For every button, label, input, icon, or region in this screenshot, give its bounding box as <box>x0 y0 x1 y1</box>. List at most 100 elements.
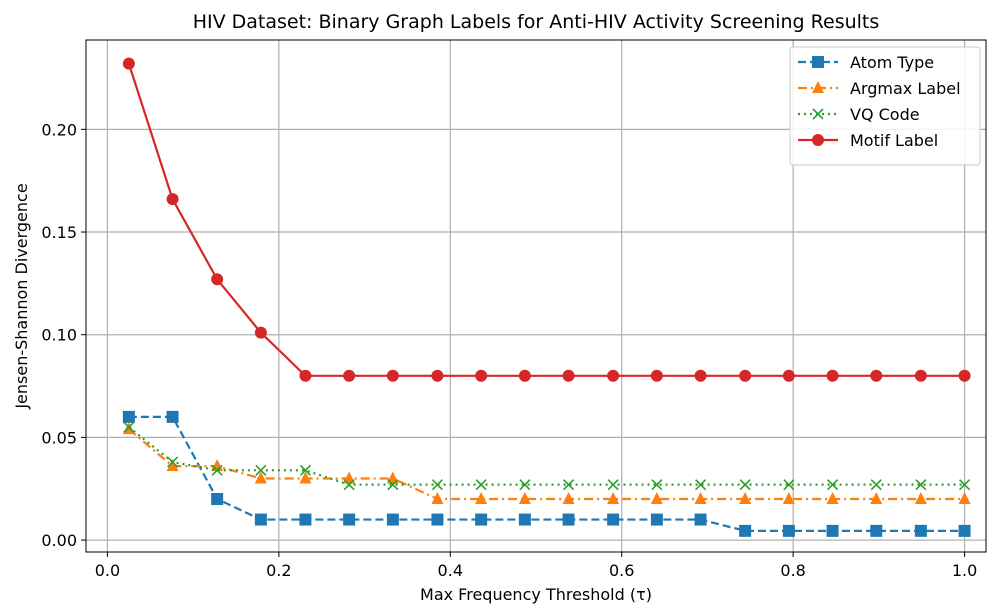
data-point-motif-label <box>694 369 707 382</box>
x-tick-label: 0.8 <box>780 561 805 580</box>
data-point-argmax-label <box>782 492 795 505</box>
data-point-vq-code <box>519 479 531 491</box>
y-tick-label: 0.00 <box>41 531 77 550</box>
data-point-vq-code <box>783 479 795 491</box>
legend: Atom Type Argmax Label VQ Code Motif Label <box>789 46 981 166</box>
data-point-motif-label <box>782 369 795 382</box>
data-point-vq-code <box>915 479 927 491</box>
data-point-atom-type <box>386 513 399 526</box>
data-point-motif-label <box>166 193 179 206</box>
data-point-argmax-label <box>343 471 356 484</box>
data-point-motif-label <box>958 369 971 382</box>
y-tick-label: 0.10 <box>41 326 77 345</box>
data-point-vq-code <box>870 479 882 491</box>
data-point-argmax-label <box>518 492 531 505</box>
data-point-vq-code <box>431 479 443 491</box>
data-point-argmax-label <box>166 459 179 472</box>
legend-label: Argmax Label <box>850 79 961 98</box>
x-tick-label: 0.2 <box>266 561 291 580</box>
data-point-atom-type <box>782 524 795 537</box>
chart-title: HIV Dataset: Binary Graph Labels for Ant… <box>193 11 880 33</box>
data-point-argmax-label <box>254 471 267 484</box>
data-point-motif-label <box>607 369 620 382</box>
data-point-motif-label <box>826 369 839 382</box>
data-point-atom-type <box>475 513 488 526</box>
series-motif-label <box>122 57 971 382</box>
data-point-argmax-label <box>650 492 663 505</box>
data-point-motif-label <box>343 369 356 382</box>
data-point-atom-type <box>914 524 927 537</box>
data-point-argmax-label <box>431 492 444 505</box>
x-tick-label: 0.0 <box>95 561 120 580</box>
series-vq-code <box>123 421 971 491</box>
data-point-vq-code <box>387 479 399 491</box>
data-point-motif-label <box>299 369 312 382</box>
series-line-motif-label <box>127 63 965 377</box>
y-tick-label: 0.15 <box>41 223 77 242</box>
data-point-vq-code <box>651 479 663 491</box>
legend-marker <box>812 108 824 120</box>
data-point-atom-type <box>211 493 224 506</box>
data-point-vq-code <box>739 479 751 491</box>
data-point-argmax-label <box>386 471 399 484</box>
x-tick-label: 0.4 <box>438 561 463 580</box>
series-atom-type <box>122 410 971 537</box>
data-point-motif-label <box>211 273 224 286</box>
data-point-vq-code <box>343 479 355 491</box>
series-line-atom-type <box>128 415 965 532</box>
data-point-atom-type <box>299 513 312 526</box>
data-point-atom-type <box>518 513 531 526</box>
data-point-argmax-label <box>826 492 839 505</box>
data-point-vq-code <box>211 464 223 476</box>
data-point-vq-code <box>563 479 575 491</box>
data-point-vq-code <box>167 456 179 468</box>
data-point-argmax-label <box>562 492 575 505</box>
legend-label: Atom Type <box>850 53 934 72</box>
data-point-vq-code <box>255 464 267 476</box>
data-point-vq-code <box>607 479 619 491</box>
data-point-argmax-label <box>958 492 971 505</box>
data-point-motif-label <box>475 369 488 382</box>
data-point-argmax-label <box>299 471 312 484</box>
data-point-atom-type <box>166 410 179 423</box>
series-argmax-label <box>122 422 971 505</box>
data-point-motif-label <box>431 369 444 382</box>
data-point-atom-type <box>739 524 752 537</box>
y-tick-label: 0.05 <box>41 428 77 447</box>
legend-label: VQ Code <box>850 105 920 124</box>
data-point-atom-type <box>694 513 707 526</box>
series-line-argmax-label <box>128 428 965 501</box>
data-point-motif-label <box>122 57 135 70</box>
data-point-vq-code <box>695 479 707 491</box>
data-point-motif-label <box>870 369 883 382</box>
data-point-motif-label <box>650 369 663 382</box>
data-point-atom-type <box>122 410 135 423</box>
data-point-motif-label <box>518 369 531 382</box>
legend-marker <box>812 81 824 93</box>
data-point-vq-code <box>475 479 487 491</box>
data-point-vq-code <box>123 421 135 433</box>
data-point-motif-label <box>914 369 927 382</box>
legend-label: Motif Label <box>850 131 938 150</box>
data-point-motif-label <box>739 369 752 382</box>
data-point-argmax-label <box>870 492 883 505</box>
legend-item-motif-label: Motif Label <box>798 131 938 150</box>
data-point-vq-code <box>827 479 839 491</box>
data-point-motif-label <box>386 369 399 382</box>
legend-item-vq-code: VQ Code <box>798 105 920 124</box>
data-point-argmax-label <box>607 492 620 505</box>
data-point-argmax-label <box>475 492 488 505</box>
legend-item-atom-type: Atom Type <box>798 53 934 72</box>
data-point-atom-type <box>958 524 971 537</box>
series-layer <box>122 57 971 537</box>
legend-box <box>789 46 981 166</box>
data-point-atom-type <box>870 524 883 537</box>
legend-item-argmax-label: Argmax Label <box>798 79 961 98</box>
data-point-argmax-label <box>694 492 707 505</box>
y-axis-label: Jensen-Shannon Divergence <box>12 183 31 409</box>
data-point-atom-type <box>650 513 663 526</box>
axes: 0.0 0.2 0.4 0.6 0.8 1.0 0.00 0.05 0.10 0.15 0.20 <box>41 120 977 580</box>
data-point-motif-label <box>254 326 267 339</box>
x-axis-label: Max Frequency Threshold (τ) <box>420 585 652 604</box>
